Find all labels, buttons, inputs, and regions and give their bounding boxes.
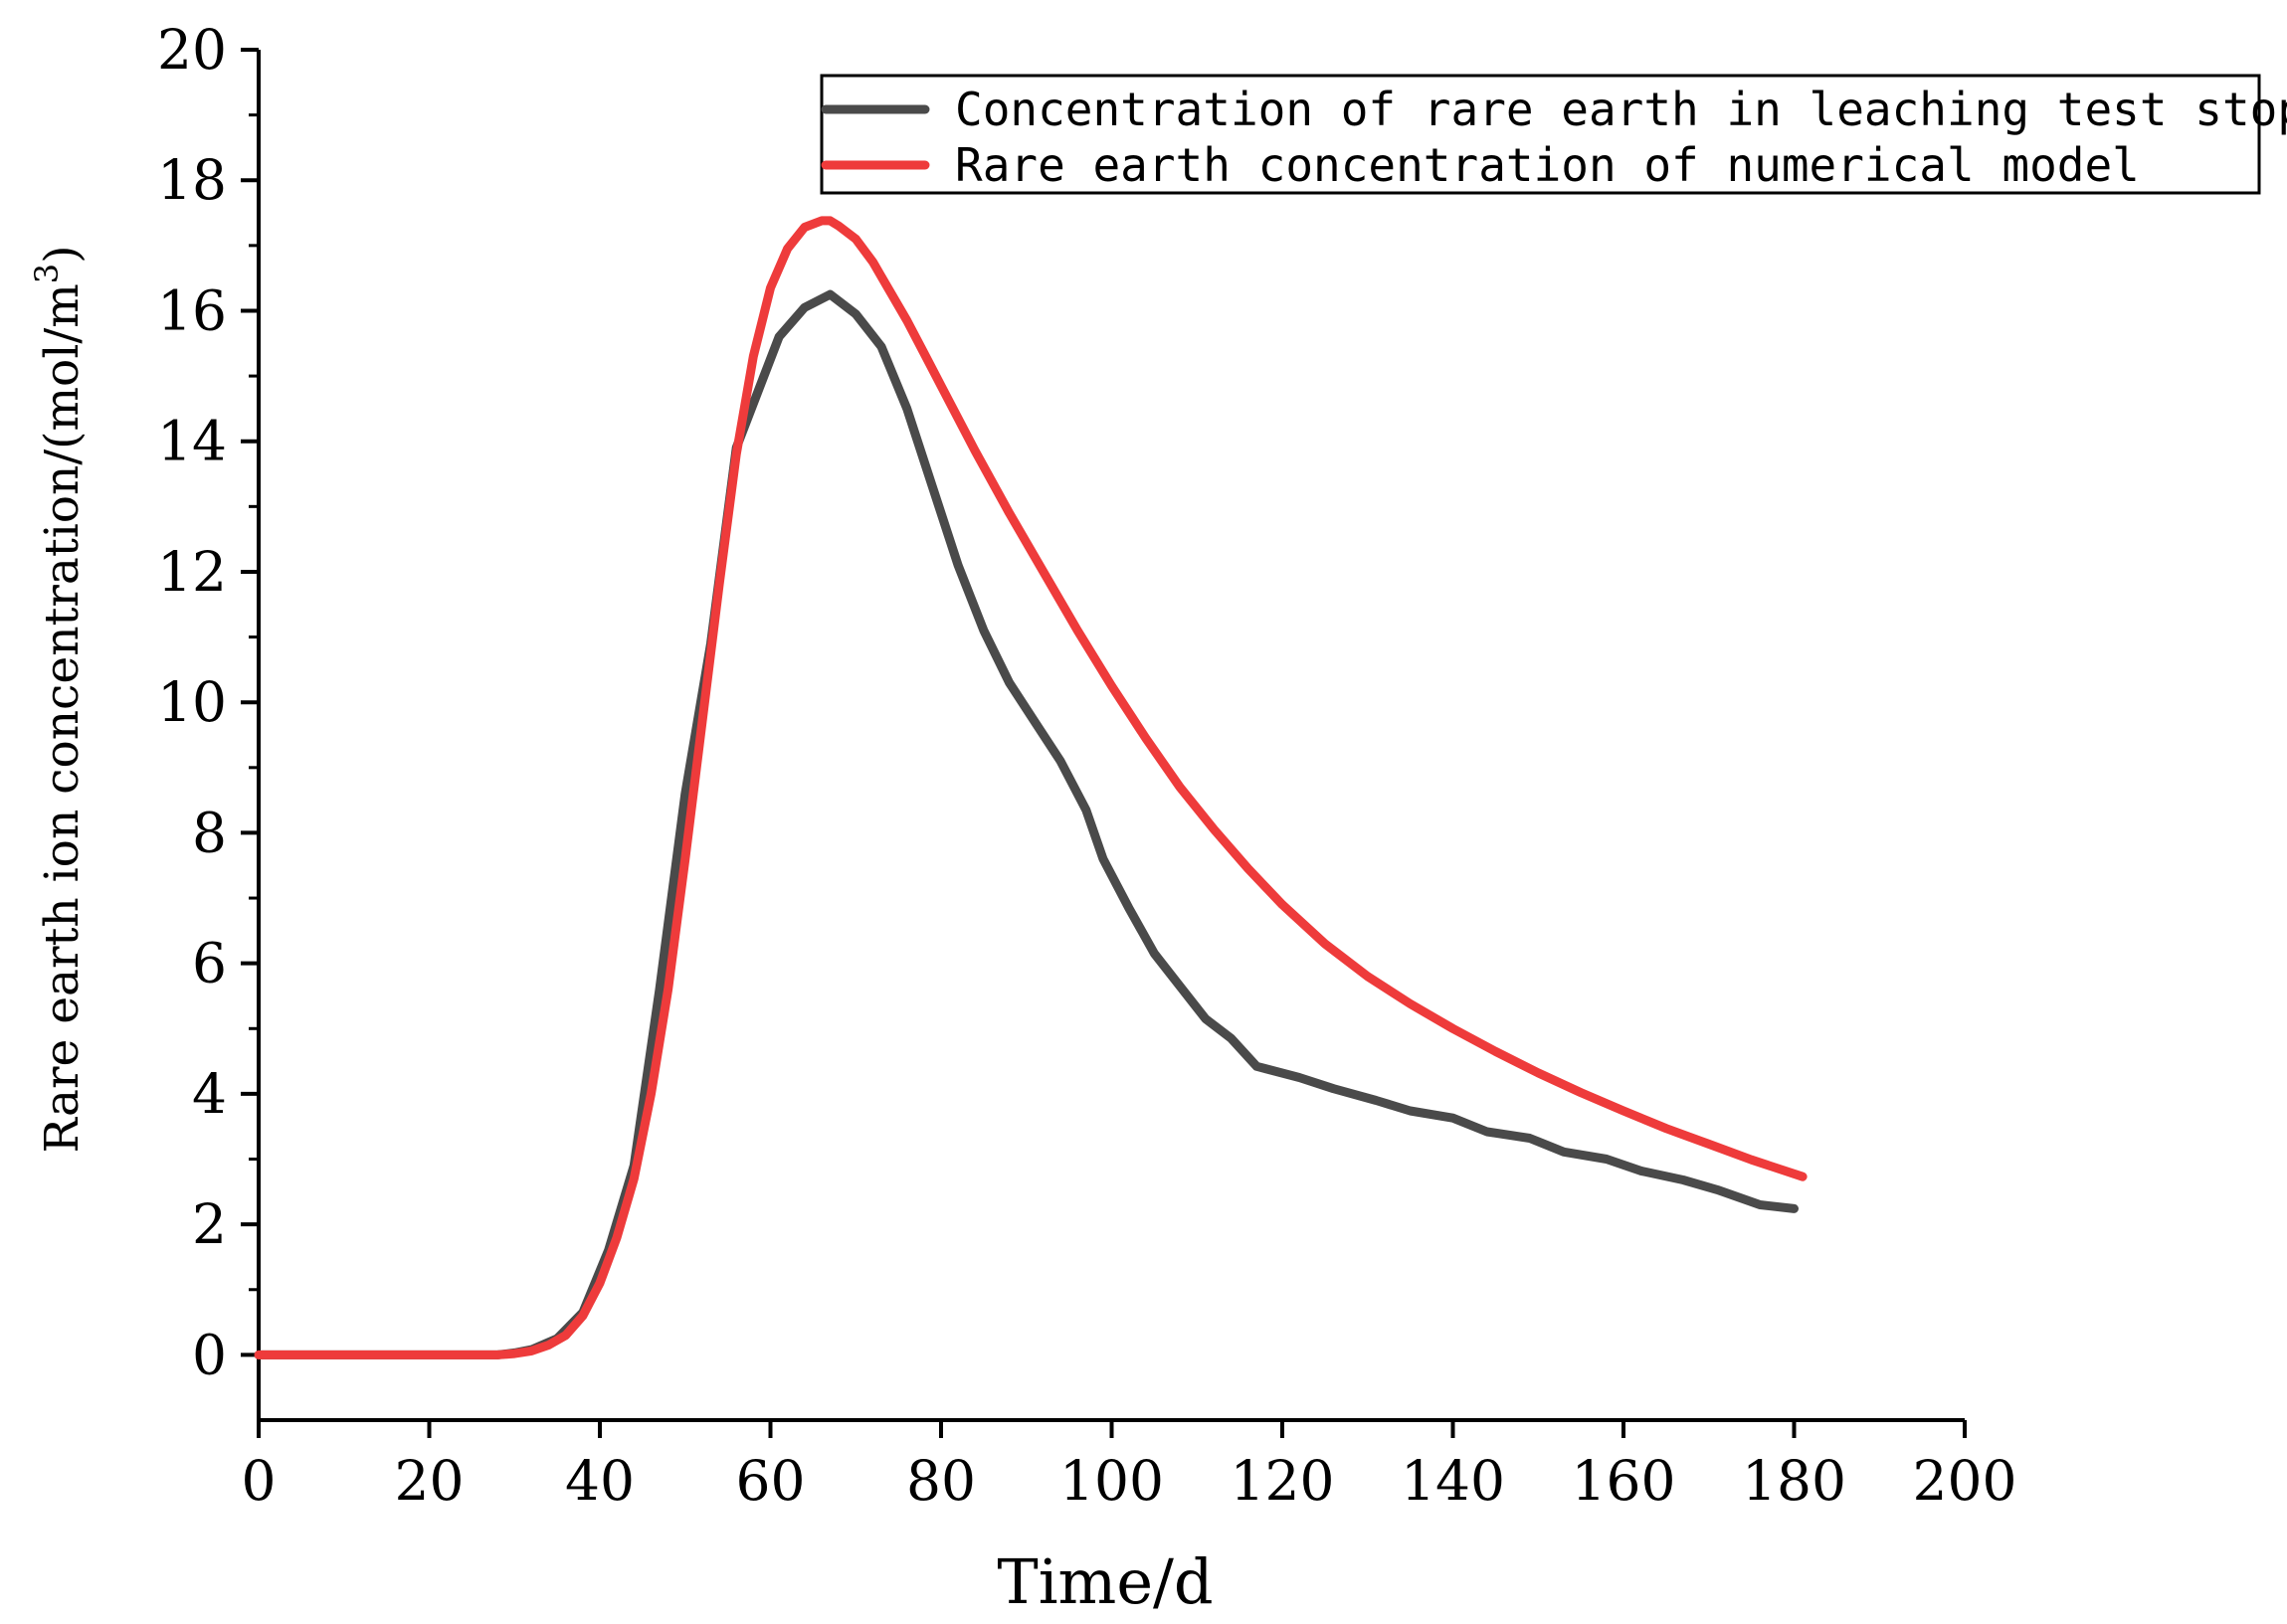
legend: Concentration of rare earth in leaching … — [820, 74, 2287, 195]
x-tick-label: 60 — [736, 1449, 806, 1513]
axes — [257, 50, 1965, 1422]
legend-label-numerical-model: Rare earth concentration of numerical mo… — [955, 138, 2140, 192]
y-axis-title-superscript: 3 — [28, 264, 66, 283]
x-tick-label: 180 — [1742, 1449, 1846, 1513]
x-tick-label: 40 — [565, 1449, 635, 1513]
x-tick-label: 20 — [395, 1449, 465, 1513]
legend-box — [820, 74, 2261, 195]
series-line-numerical-model — [254, 216, 1808, 1359]
x-tick-label: 80 — [906, 1449, 976, 1513]
y-tick-label: 12 — [157, 540, 227, 604]
y-tick-label: 18 — [157, 148, 227, 212]
y-tick-label: 8 — [192, 801, 227, 864]
y-tick-label: 0 — [192, 1323, 227, 1386]
y-axis-title-suffix: ) — [35, 246, 90, 264]
x-tick-label: 0 — [242, 1449, 277, 1513]
y-tick-label: 20 — [157, 18, 227, 82]
ticks: 0 20 40 60 80 100 120 140 160 180 200 0 2 4 6 8 10 12 14 16… — [157, 18, 2016, 1513]
legend-label-leaching-test: Concentration of rare earth in leaching … — [955, 83, 2287, 136]
data-series — [254, 216, 1808, 1359]
x-tick-label: 100 — [1059, 1449, 1164, 1513]
x-axis-title: Time/d — [997, 1545, 1213, 1618]
series-line-leaching-test — [254, 289, 1799, 1359]
y-tick-label: 6 — [192, 932, 227, 995]
y-tick-label: 2 — [192, 1192, 227, 1256]
y-tick-label: 4 — [192, 1062, 227, 1126]
y-axis-title: Rare earth ion concentration/(mol/m3) — [28, 246, 90, 1154]
y-tick-label: 14 — [157, 410, 227, 473]
y-tick-label: 10 — [157, 670, 227, 734]
y-tick-label: 16 — [157, 278, 227, 342]
x-tick-label: 200 — [1913, 1449, 2017, 1513]
x-tick-label: 120 — [1231, 1449, 1335, 1513]
y-axis-title-main: Rare earth ion concentration/(mol/m — [35, 283, 90, 1153]
x-tick-label: 140 — [1401, 1449, 1505, 1513]
x-tick-label: 160 — [1572, 1449, 1676, 1513]
